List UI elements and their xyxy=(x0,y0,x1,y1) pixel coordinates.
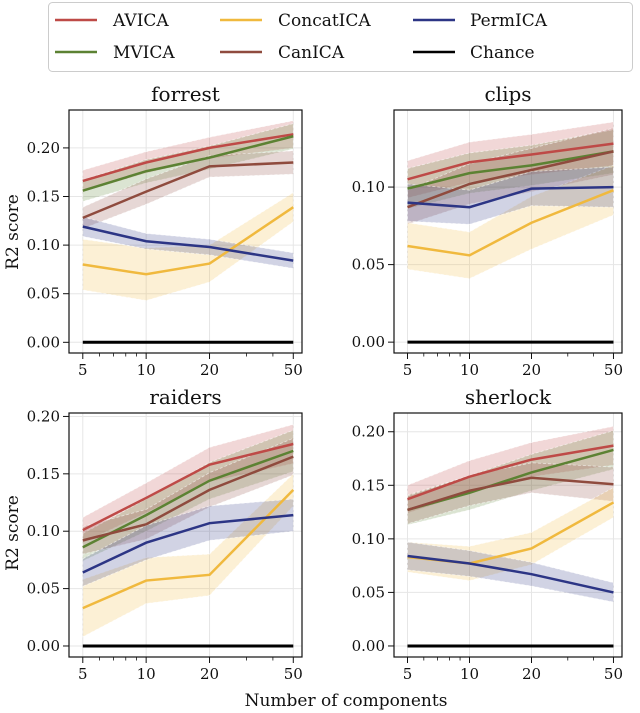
panel-title: forrest xyxy=(151,82,220,106)
line-permica xyxy=(407,185,614,209)
y-tick-label: 0.00 xyxy=(27,333,60,351)
x-tick-label: 20 xyxy=(522,665,541,683)
x-tick-label: 10 xyxy=(460,361,479,379)
line-canica xyxy=(407,150,614,209)
line-avica xyxy=(82,133,294,183)
x-tick-label: 5 xyxy=(78,361,88,379)
x-tick-label: 10 xyxy=(137,665,156,683)
axes-frame xyxy=(68,412,303,658)
axes-frame xyxy=(393,412,623,658)
legend-label-canica: CanICA xyxy=(278,43,345,63)
y-tick-label: 0.00 xyxy=(352,333,385,351)
band-permica xyxy=(82,216,294,269)
y-tick-label: 0.20 xyxy=(27,407,60,425)
y-tick-label: 0.05 xyxy=(27,285,60,303)
y-tick-label: 0.00 xyxy=(27,637,60,655)
legend-box xyxy=(48,2,633,72)
band-permica xyxy=(407,541,614,603)
x-tick-label: 50 xyxy=(284,361,303,379)
panel-title: raiders xyxy=(149,385,221,409)
x-tick-label: 10 xyxy=(137,361,156,379)
y-axis-label-top: R2 score xyxy=(3,194,23,270)
band-concatica xyxy=(407,164,614,279)
y-axis-label-bottom: R2 score xyxy=(3,495,23,571)
y-tick-label: 0.20 xyxy=(352,423,385,441)
y-tick-label: 0.15 xyxy=(352,476,385,494)
line-avica xyxy=(82,442,294,532)
y-tick-label: 0.20 xyxy=(27,139,60,157)
legend-label-chance: Chance xyxy=(470,43,535,63)
line-mvica xyxy=(82,135,294,192)
x-tick-label: 50 xyxy=(604,665,623,683)
axes-frame xyxy=(393,109,623,354)
line-avica xyxy=(407,142,614,181)
panel-sherlock: sherlock 5 10 20 50 0.00 0.05 0.10 0.15 0.20 xyxy=(352,385,623,683)
line-permica xyxy=(82,225,294,262)
line-concatica xyxy=(407,189,614,257)
line-concatica xyxy=(82,489,295,610)
y-tick-label: 0.15 xyxy=(27,465,60,483)
line-canica xyxy=(82,161,294,220)
line-canica xyxy=(407,476,614,512)
line-mvica xyxy=(407,150,614,190)
legend-label-concatica: ConcatICA xyxy=(278,11,371,31)
x-tick-label: 10 xyxy=(460,665,479,683)
x-tick-label: 50 xyxy=(284,665,303,683)
x-tick-label: 20 xyxy=(200,665,219,683)
y-tick-label: 0.00 xyxy=(352,637,385,655)
legend-label-permica: PermICA xyxy=(470,11,548,31)
y-tick-label: 0.05 xyxy=(27,580,60,598)
y-tick-label: 0.10 xyxy=(352,178,385,196)
y-tick-label: 0.15 xyxy=(27,188,60,206)
y-tick-label: 0.10 xyxy=(352,530,385,548)
y-tick-label: 0.05 xyxy=(352,256,385,274)
legend-label-mvica: MVICA xyxy=(113,43,175,63)
x-axis-label: Number of components xyxy=(245,691,448,711)
x-tick-label: 5 xyxy=(403,361,413,379)
panel-raiders: raiders 5 10 20 50 0.00 0.05 0.10 0.15 0.20 xyxy=(27,385,303,683)
legend-label-avica: AVICA xyxy=(112,11,169,31)
axes-frame xyxy=(68,109,303,354)
panel-title: clips xyxy=(484,82,531,106)
x-tick-label: 5 xyxy=(403,665,413,683)
line-canica xyxy=(82,455,294,542)
panels: forrest 5 10 20 50 0.00 0.05 0.10 0.15 0.20 clips 5… xyxy=(27,82,623,683)
band-canica xyxy=(82,150,294,230)
x-tick-label: 20 xyxy=(200,361,219,379)
line-permica xyxy=(407,554,614,594)
band-avica xyxy=(407,425,614,514)
panel-forrest: forrest 5 10 20 50 0.00 0.05 0.10 0.15 0.20 xyxy=(27,82,303,379)
band-avica xyxy=(82,423,294,544)
band-concatica xyxy=(407,486,614,582)
x-tick-label: 20 xyxy=(522,361,541,379)
line-permica xyxy=(82,513,294,574)
x-tick-label: 5 xyxy=(78,665,88,683)
legend: AVICA MVICA ConcatICA CanICA PermICA Chance xyxy=(48,2,633,72)
line-avica xyxy=(407,444,614,501)
x-tick-label: 50 xyxy=(604,361,623,379)
panel-title: sherlock xyxy=(465,385,552,409)
y-tick-label: 0.10 xyxy=(27,522,60,540)
y-tick-label: 0.05 xyxy=(352,583,385,601)
y-tick-label: 0.10 xyxy=(27,236,60,254)
line-concatica xyxy=(82,206,294,276)
band-concatica xyxy=(82,472,294,638)
panel-clips: clips 5 10 20 50 0.00 0.05 0.10 xyxy=(352,82,623,379)
